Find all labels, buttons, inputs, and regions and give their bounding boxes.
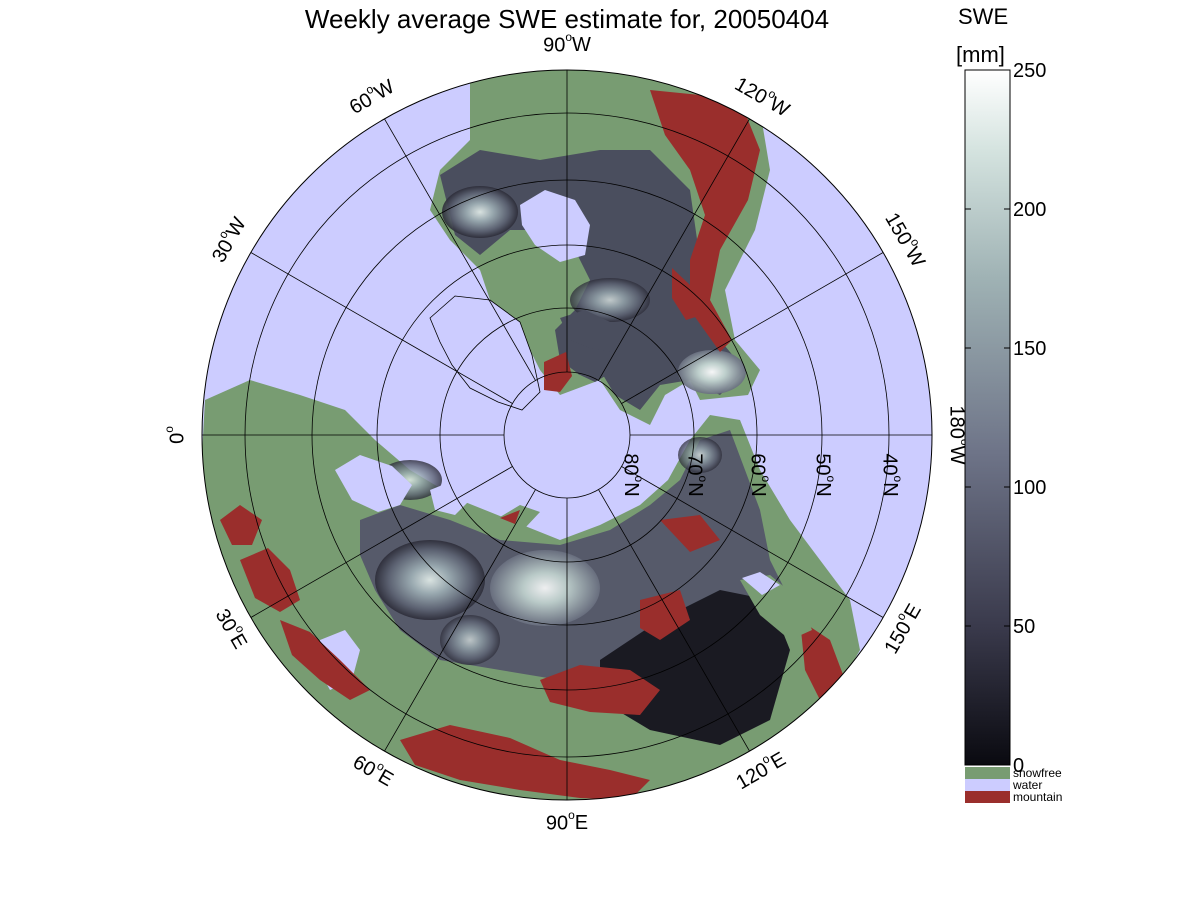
colorbar-gradient [964,69,1011,766]
legend-label: mountain [1013,790,1062,804]
meridian-line [598,118,750,381]
colorbar-ticks: 0 50 100 150 200 250 [965,60,1046,777]
colorbar-title-line1: SWE [958,4,1008,29]
colorbar-tick-label: 250 [1013,60,1046,82]
colorbar-tick-label: 150 [1013,338,1046,360]
meridian-line [250,466,513,618]
latitude-label: 60oN [747,453,773,496]
latitude-label: 70oN [684,453,710,496]
baltic-sea [335,455,412,512]
map-title: Weekly average SWE estimate for, 2005040… [305,4,829,34]
legend-swatch [965,767,1010,779]
meridian-line [621,466,884,618]
latitude-label: 50oN [812,453,838,496]
meridian-line [384,489,536,752]
caucasus-mountains [280,620,370,700]
meridian-line [250,252,513,404]
graticule [201,69,933,801]
legend-label: snowfree [1013,766,1062,780]
greenland [429,295,541,411]
map-border [201,69,933,801]
latitude-label: 40oN [879,453,905,496]
meridian-line [384,118,536,381]
longitude-label: 0o [162,426,188,444]
meridian-line [621,252,884,404]
colorbar-tick-label: 100 [1013,477,1046,499]
rocky-mountains [650,90,760,352]
colorbar-tick-label: 200 [1013,199,1046,221]
meridian-line [598,489,750,752]
colorbar-tick-label: 50 [1013,616,1035,638]
legend-swatch [965,791,1010,803]
hudson-bay [520,190,590,262]
latitude-label: 80oN [620,453,646,496]
himalaya-mountains [400,725,650,800]
alps-mountains [220,505,262,545]
legend-swatch [965,779,1010,791]
colorbar-tick-label: 0 [1013,755,1024,777]
polar-map [201,69,933,801]
longitude-label: 60oW [344,72,399,119]
latitude-labels: 80oN 70oN 60oN 50oN 40oN [620,453,905,496]
land-layer [202,70,860,800]
longitude-label: 90oW [543,30,591,56]
longitude-label: 90oE [546,808,588,834]
longitude-label: 30oW [204,212,251,267]
colorbar: SWE [mm] 0 50 100 150 200 250 [956,4,1046,777]
legend-label: water [1012,778,1042,792]
colorbar-title-line2: [mm] [956,42,1005,67]
